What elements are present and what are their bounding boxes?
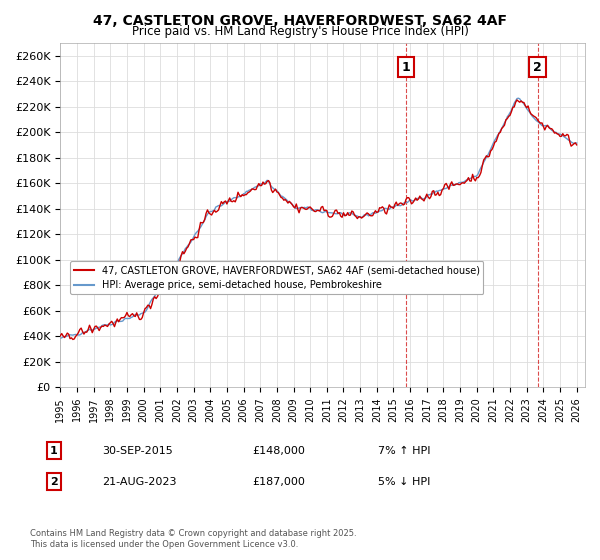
Text: £148,000: £148,000 bbox=[252, 446, 305, 456]
Text: 1: 1 bbox=[401, 60, 410, 73]
Text: 2: 2 bbox=[533, 60, 542, 73]
Legend: 47, CASTLETON GROVE, HAVERFORDWEST, SA62 4AF (semi-detached house), HPI: Average: 47, CASTLETON GROVE, HAVERFORDWEST, SA62… bbox=[70, 262, 484, 294]
Text: 30-SEP-2015: 30-SEP-2015 bbox=[102, 446, 173, 456]
Text: Contains HM Land Registry data © Crown copyright and database right 2025.
This d: Contains HM Land Registry data © Crown c… bbox=[30, 529, 356, 549]
Text: 7% ↑ HPI: 7% ↑ HPI bbox=[378, 446, 431, 456]
Text: 1: 1 bbox=[50, 446, 58, 456]
Text: 21-AUG-2023: 21-AUG-2023 bbox=[102, 477, 176, 487]
Text: 5% ↓ HPI: 5% ↓ HPI bbox=[378, 477, 430, 487]
Text: £187,000: £187,000 bbox=[252, 477, 305, 487]
Text: Price paid vs. HM Land Registry's House Price Index (HPI): Price paid vs. HM Land Registry's House … bbox=[131, 25, 469, 38]
Text: 47, CASTLETON GROVE, HAVERFORDWEST, SA62 4AF: 47, CASTLETON GROVE, HAVERFORDWEST, SA62… bbox=[93, 14, 507, 28]
Text: 2: 2 bbox=[50, 477, 58, 487]
